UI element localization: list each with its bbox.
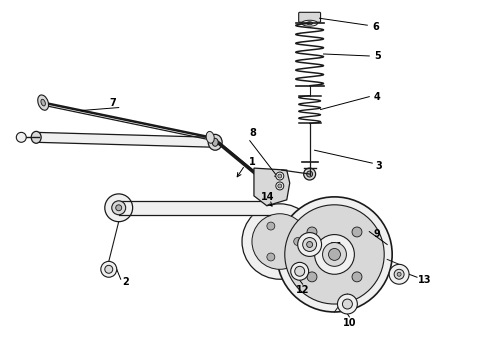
Circle shape [116, 205, 122, 211]
Ellipse shape [206, 131, 214, 143]
Circle shape [294, 266, 305, 276]
Ellipse shape [307, 22, 313, 25]
Text: 2: 2 [122, 277, 129, 287]
Circle shape [328, 248, 341, 260]
Ellipse shape [212, 138, 218, 146]
Text: 13: 13 [418, 275, 432, 285]
Ellipse shape [208, 134, 222, 150]
Text: 4: 4 [374, 92, 381, 102]
Circle shape [338, 294, 357, 314]
Circle shape [397, 272, 401, 276]
Ellipse shape [41, 99, 46, 106]
Circle shape [276, 182, 284, 190]
Circle shape [322, 243, 346, 266]
Circle shape [298, 233, 321, 256]
Circle shape [307, 171, 313, 177]
Text: 1: 1 [248, 157, 255, 167]
Circle shape [303, 238, 317, 251]
Circle shape [294, 238, 302, 246]
Circle shape [394, 269, 404, 279]
Text: 11: 11 [330, 243, 343, 252]
Circle shape [252, 214, 308, 269]
Circle shape [112, 201, 125, 215]
Circle shape [278, 174, 282, 178]
Polygon shape [36, 132, 215, 147]
Text: 8: 8 [249, 129, 256, 138]
Text: 9: 9 [374, 229, 381, 239]
Ellipse shape [31, 131, 41, 143]
Circle shape [352, 272, 362, 282]
Circle shape [267, 222, 275, 230]
Circle shape [285, 205, 384, 304]
Text: 12: 12 [296, 285, 309, 295]
Circle shape [307, 272, 317, 282]
Text: 10: 10 [343, 318, 356, 328]
Polygon shape [254, 168, 290, 206]
Circle shape [105, 194, 133, 222]
Circle shape [105, 265, 113, 273]
Circle shape [307, 242, 313, 247]
Text: 7: 7 [109, 98, 116, 108]
Circle shape [352, 227, 362, 237]
Circle shape [343, 299, 352, 309]
Text: 3: 3 [376, 161, 383, 171]
Text: 5: 5 [374, 51, 381, 61]
Ellipse shape [38, 95, 49, 110]
Circle shape [101, 261, 117, 277]
Text: 14: 14 [261, 192, 274, 202]
Circle shape [276, 172, 284, 180]
Circle shape [304, 168, 316, 180]
Circle shape [278, 184, 282, 188]
Polygon shape [119, 201, 270, 215]
Circle shape [277, 197, 392, 312]
Circle shape [291, 262, 309, 280]
Ellipse shape [302, 20, 318, 26]
Circle shape [389, 264, 409, 284]
Circle shape [267, 253, 275, 261]
FancyBboxPatch shape [299, 12, 320, 22]
Circle shape [242, 204, 318, 279]
Text: 6: 6 [372, 22, 379, 32]
Circle shape [315, 235, 354, 274]
Circle shape [16, 132, 26, 142]
Circle shape [307, 227, 317, 237]
